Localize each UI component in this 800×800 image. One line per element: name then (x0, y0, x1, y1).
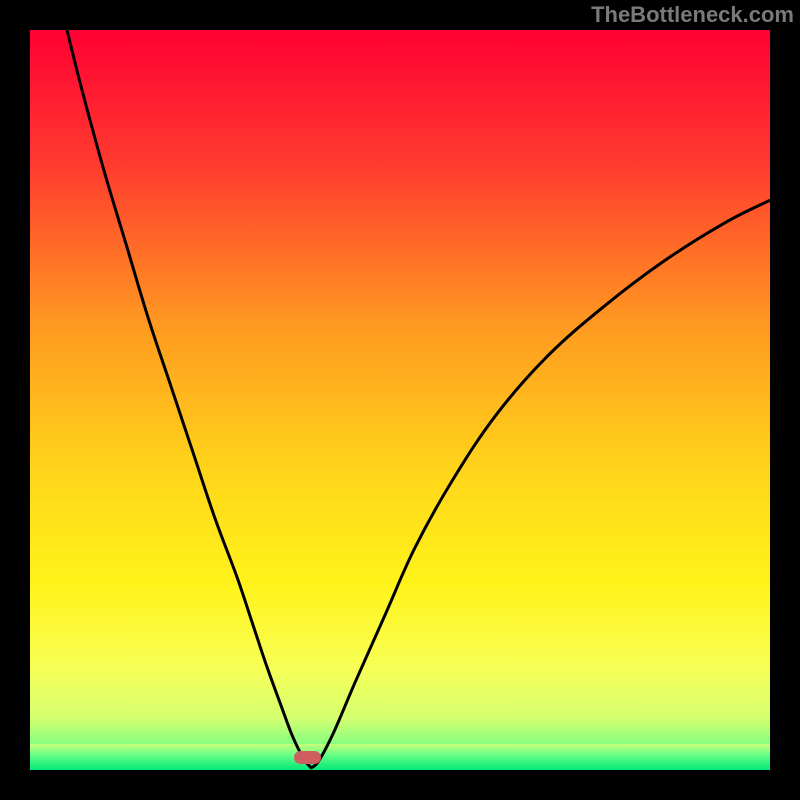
curve-svg (30, 30, 770, 770)
curve-left-branch (67, 30, 311, 768)
curve-right-branch (311, 200, 770, 768)
watermark-label: TheBottleneck.com (591, 2, 794, 28)
plot-area (30, 30, 770, 770)
optimal-point-marker (294, 751, 321, 764)
chart-container: TheBottleneck.com (0, 0, 800, 800)
